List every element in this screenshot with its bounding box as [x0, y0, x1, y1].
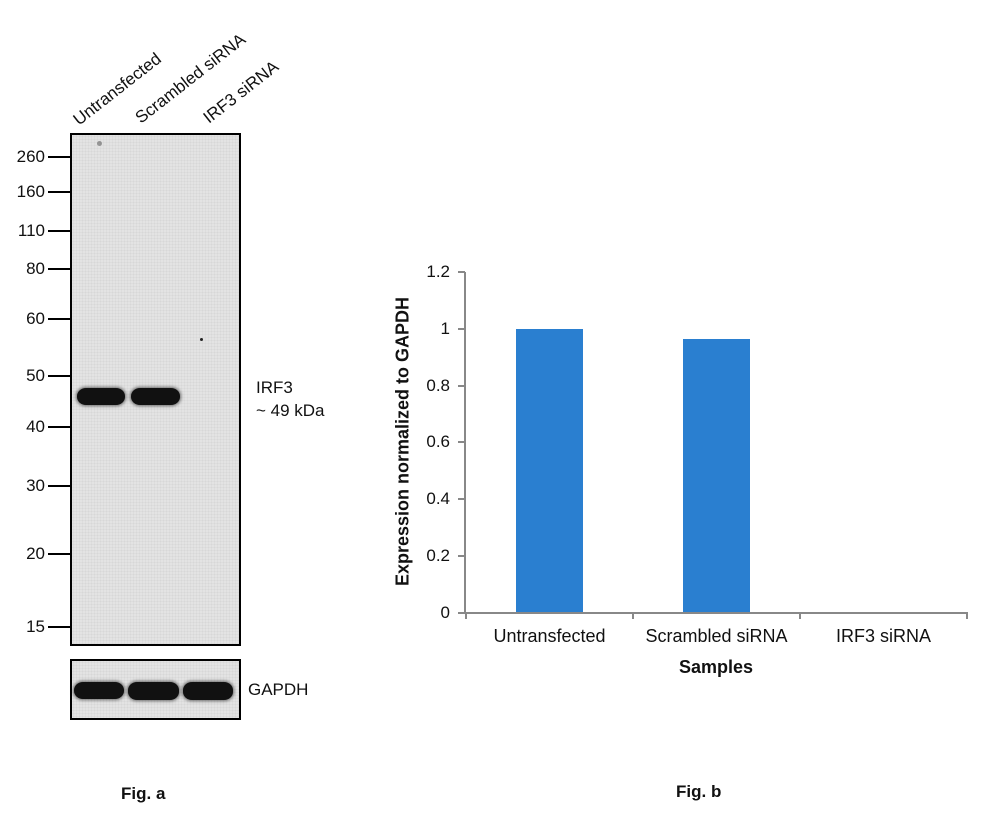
- x-category-irf3-sirna: IRF3 siRNA: [835, 626, 931, 646]
- mw-marker-15: 15: [0, 617, 70, 637]
- fig-b-caption: Fig. b: [676, 782, 722, 801]
- mw-marker-260: 260: [0, 147, 70, 167]
- mw-marker-60: 60: [0, 309, 70, 329]
- mw-marker-110: 110: [0, 221, 70, 241]
- x-axis-line: [458, 612, 968, 614]
- y-tick-0.6: 0.6: [426, 432, 450, 451]
- irf3-blot-panel: [70, 133, 241, 646]
- gapdh-band-scrambled: [128, 682, 179, 700]
- mw-marker-160: 160: [0, 182, 70, 202]
- y-tick-0: 0: [440, 603, 450, 622]
- x-axis-title: Samples: [678, 657, 754, 677]
- lane-label-scrambled-sirna: Scrambled siRNA: [131, 29, 250, 128]
- bar-untransfected: [516, 329, 583, 612]
- x-category-untransfected: Untransfected: [493, 626, 606, 646]
- fig-a-caption: Fig. a: [121, 784, 166, 803]
- y-axis-line: [464, 272, 466, 613]
- y-tick-0.8: 0.8: [426, 376, 450, 395]
- irf3-band-scrambled: [131, 388, 180, 405]
- mw-marker-20: 20: [0, 544, 70, 564]
- blot-speck: [97, 141, 102, 146]
- bar-scrambled-sirna: [683, 339, 750, 612]
- y-tick-1.2: 1.2: [426, 262, 450, 281]
- target-size-label: ~ 49 kDa: [256, 401, 325, 420]
- target-protein-label: IRF3: [256, 378, 293, 397]
- y-tick-0.4: 0.4: [426, 489, 450, 508]
- mw-marker-40: 40: [0, 417, 70, 437]
- y-tick-1: 1: [440, 319, 450, 338]
- gapdh-band-untransfected: [74, 682, 124, 699]
- gapdh-blot-panel: [70, 659, 241, 720]
- mw-marker-50: 50: [0, 366, 70, 386]
- y-tick-0.2: 0.2: [426, 546, 450, 565]
- loading-control-label: GAPDH: [248, 680, 309, 699]
- irf3-band-untransfected: [77, 388, 125, 405]
- gapdh-band-irf3-sirna: [183, 682, 233, 700]
- mw-marker-80: 80: [0, 259, 70, 279]
- mw-marker-30: 30: [0, 476, 70, 496]
- x-category-scrambled-sirna: Scrambled siRNA: [645, 626, 788, 646]
- blot-speck: [200, 338, 203, 341]
